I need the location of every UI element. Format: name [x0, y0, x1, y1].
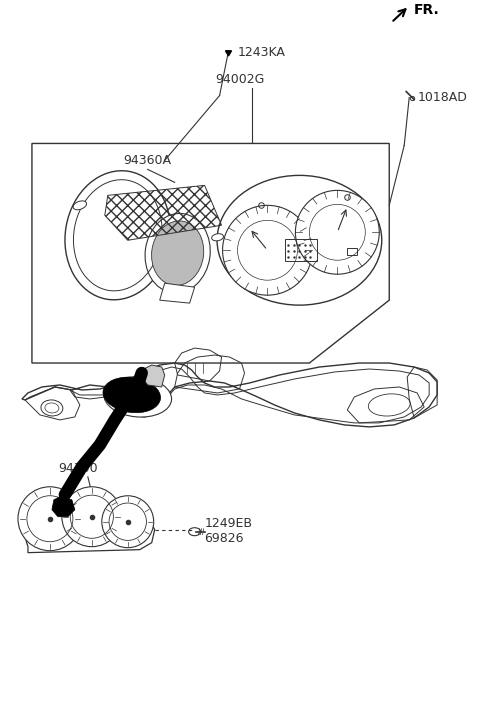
Ellipse shape: [103, 378, 160, 413]
Circle shape: [295, 190, 379, 274]
Bar: [348, 248, 357, 255]
Ellipse shape: [65, 171, 170, 300]
Text: 94300: 94300: [58, 462, 97, 475]
Polygon shape: [160, 283, 194, 303]
Polygon shape: [142, 365, 165, 387]
Text: 94002G: 94002G: [215, 72, 264, 86]
Text: 1018AD: 1018AD: [417, 91, 467, 104]
Ellipse shape: [212, 234, 224, 241]
Ellipse shape: [104, 377, 171, 417]
Ellipse shape: [73, 201, 86, 209]
Ellipse shape: [41, 400, 63, 416]
Polygon shape: [25, 503, 155, 553]
Ellipse shape: [152, 221, 204, 285]
Circle shape: [102, 495, 154, 548]
Bar: [286, 240, 317, 261]
Text: 1243KA: 1243KA: [238, 46, 286, 59]
FancyArrowPatch shape: [393, 9, 406, 21]
Circle shape: [18, 487, 82, 551]
Text: FR.: FR.: [414, 3, 440, 16]
Text: 1249EB
69826: 1249EB 69826: [204, 517, 252, 545]
Ellipse shape: [217, 175, 382, 305]
Text: 94360A: 94360A: [124, 154, 172, 167]
Polygon shape: [52, 497, 75, 517]
Ellipse shape: [145, 214, 210, 293]
Circle shape: [62, 487, 122, 547]
Circle shape: [223, 205, 312, 295]
Polygon shape: [22, 363, 437, 427]
